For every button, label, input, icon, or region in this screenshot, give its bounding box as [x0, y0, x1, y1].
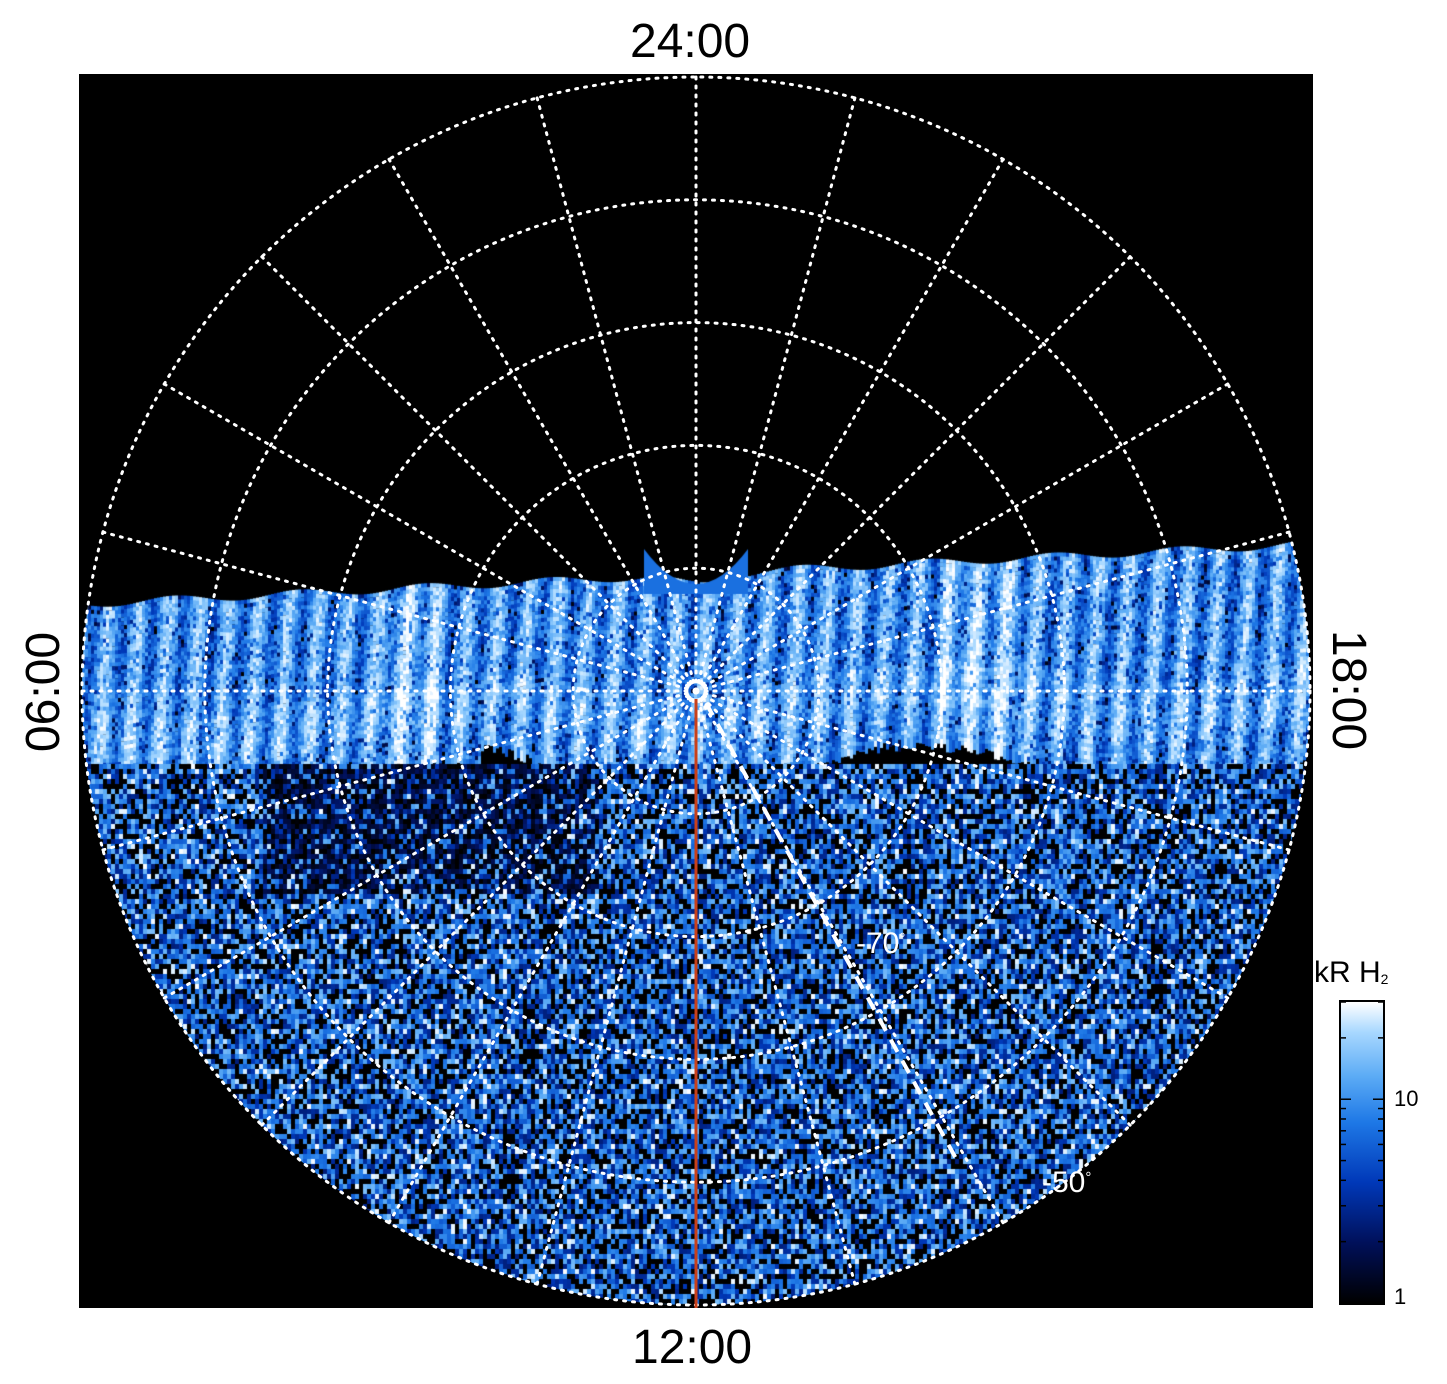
colorbar-title: kR H2 — [1314, 956, 1389, 989]
local-time-label-noon: 12:00 — [632, 1321, 753, 1374]
colorbar-tick-label-1: 1 — [1394, 1284, 1407, 1309]
colorbar — [1339, 1000, 1385, 1305]
polar-projection-image — [79, 74, 1313, 1308]
local-time-meridian — [387, 689, 698, 1225]
latitude-circle — [203, 198, 1189, 1184]
local-time-meridian — [162, 382, 698, 693]
latitude-label-70: -70° — [856, 927, 906, 960]
latitude-circle — [571, 566, 821, 816]
colorbar-gradient — [1341, 1002, 1383, 1303]
latitude-label-50: -50° — [1042, 1166, 1092, 1199]
local-time-meridian — [694, 157, 1005, 693]
local-time-meridian — [535, 96, 698, 693]
local-time-meridian — [694, 689, 1291, 852]
local-time-label-dawn: 06:00 — [17, 631, 70, 753]
local-time-meridian — [101, 530, 698, 693]
local-time-meridian — [694, 689, 1132, 1127]
local-time-label-midnight: 24:00 — [630, 15, 751, 68]
local-time-meridian — [387, 157, 698, 693]
local-time-meridian — [101, 689, 698, 852]
local-time-meridian — [260, 689, 698, 1127]
local-time-meridian — [694, 689, 1005, 1225]
overlays — [684, 679, 961, 1308]
local-time-meridian — [694, 689, 1230, 1000]
local-time-meridian — [694, 530, 1291, 693]
local-time-label-dusk: 18:00 — [1322, 629, 1375, 751]
local-time-meridian — [694, 689, 857, 1286]
local-time-meridian — [694, 96, 857, 693]
local-time-meridian — [694, 255, 1132, 693]
colorbar-tick-label-10: 10 — [1394, 1086, 1419, 1111]
local-time-meridian — [694, 382, 1230, 693]
local-time-meridian — [162, 689, 698, 1000]
reference-dashed-line — [704, 702, 961, 1165]
polar-projection-panel: -70° -50° — [79, 74, 1313, 1308]
local-time-meridian — [535, 689, 698, 1286]
local-time-meridian — [260, 255, 698, 693]
